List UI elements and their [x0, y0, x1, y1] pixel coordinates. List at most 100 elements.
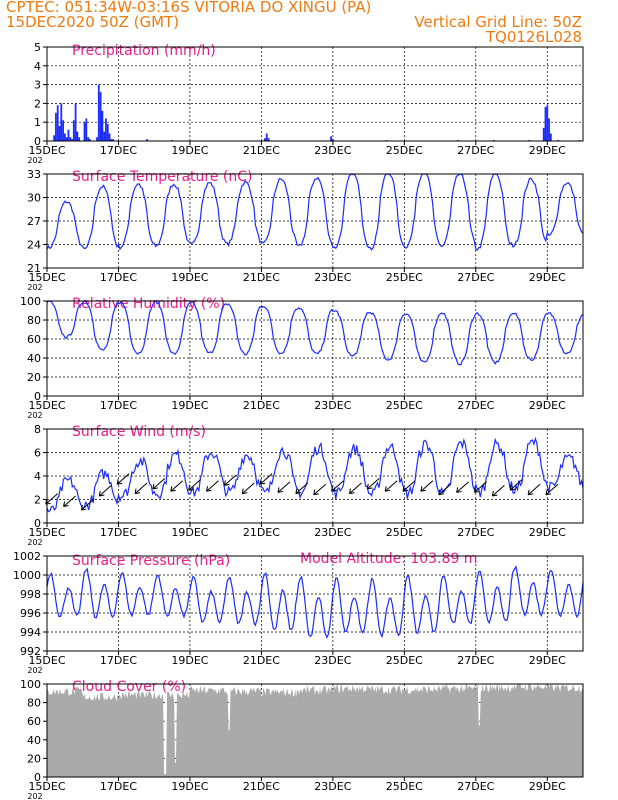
- wind-arrow-shaft: [474, 481, 487, 493]
- y-tick-label: 1: [34, 116, 41, 129]
- pressure-line: [46, 565, 584, 639]
- precip-bar: [78, 137, 81, 141]
- wind-arrow: [80, 499, 94, 511]
- x-tick-label: 25DEC: [386, 526, 423, 539]
- x-tick-label: 19DEC: [171, 399, 208, 412]
- panel-title: Surface Wind (m/s): [72, 424, 206, 440]
- wind-arrow-shaft: [188, 479, 201, 491]
- wind-arrow: [402, 480, 416, 492]
- x-tick-label: 27DEC: [457, 526, 494, 539]
- wind-arrow-shaft: [224, 474, 237, 486]
- wind-arrow: [170, 480, 184, 492]
- wind-arrow-head: [188, 484, 194, 491]
- wind-arrow-head: [152, 483, 159, 490]
- precip-bar: [544, 107, 547, 141]
- precip-bar: [112, 139, 115, 141]
- precip-bar: [264, 138, 266, 141]
- wind-arrow-head: [116, 479, 123, 485]
- wind-arrow-shaft: [81, 499, 94, 511]
- x-tick-label: 23DEC: [314, 654, 351, 667]
- precip-bar: [63, 133, 66, 141]
- wind-arrow-head: [474, 487, 480, 493]
- x-year-stub: 202: [27, 538, 42, 547]
- header-grid-line: Vertical Grid Line: 50Z: [414, 13, 582, 31]
- precip-bar: [67, 129, 70, 141]
- wind-arrow: [438, 483, 452, 496]
- precip-bar: [103, 131, 106, 141]
- x-tick-label: 25DEC: [386, 271, 423, 284]
- wind-arrow-head: [384, 486, 391, 492]
- x-tick-label: 19DEC: [171, 780, 208, 793]
- wind-arrow: [491, 485, 505, 497]
- precip-bar: [60, 103, 63, 141]
- precip-bar: [99, 92, 102, 141]
- x-tick-label: 15DEC: [28, 654, 65, 667]
- x-tick-label: 19DEC: [171, 144, 208, 157]
- wind-arrow: [134, 482, 148, 495]
- wind-arrow-shaft: [509, 479, 523, 491]
- wind-arrow: [45, 493, 59, 505]
- wind-arrow-shaft: [366, 477, 380, 490]
- y-tick-label: 992: [20, 645, 41, 658]
- precip-bar: [267, 138, 270, 141]
- wind-arrow-shaft: [331, 480, 344, 492]
- wind-arrow-head: [259, 479, 266, 485]
- wind-arrow: [259, 473, 273, 485]
- x-year-stub: 202: [27, 666, 42, 675]
- wind-arrow-shaft: [45, 493, 59, 505]
- y-tick-label: 2: [34, 97, 41, 110]
- panel-border: [46, 300, 584, 397]
- precip-bar: [76, 131, 79, 141]
- wind-speed-line: [46, 436, 584, 513]
- wind-arrow-head: [420, 486, 427, 492]
- panel-border: [46, 683, 584, 778]
- panel-border: [46, 46, 584, 142]
- precip-bar: [110, 139, 113, 141]
- precip-bar: [97, 84, 100, 141]
- panel-title: Relative Humidity (%): [72, 296, 225, 312]
- x-year-stub: 202: [27, 283, 42, 292]
- precip-bar: [106, 124, 109, 141]
- wind-arrow: [313, 483, 327, 496]
- wind-arrow: [98, 485, 112, 497]
- wind-arrow-head: [241, 488, 248, 495]
- wind-arrow-shaft: [349, 482, 362, 494]
- wind-arrow-head: [348, 488, 355, 495]
- y-tick-label: 4: [34, 470, 41, 483]
- x-tick-label: 17DEC: [100, 144, 137, 157]
- x-tick-label: 15DEC: [28, 780, 65, 793]
- x-tick-label: 25DEC: [386, 780, 423, 793]
- precip-bar: [56, 105, 59, 141]
- panel-title: Precipitation (mm/h): [72, 43, 216, 59]
- y-tick-label: 100: [20, 678, 41, 691]
- wind-arrow-head: [63, 501, 69, 508]
- wind-arrow-shaft: [277, 481, 291, 493]
- precip-bar: [542, 127, 545, 141]
- x-tick-label: 23DEC: [314, 780, 351, 793]
- y-tick-label: 30: [27, 192, 41, 205]
- wind-arrow-head: [277, 487, 284, 493]
- x-tick-label: 21DEC: [243, 271, 280, 284]
- y-tick-label: 0: [34, 135, 41, 148]
- wind-arrow-head: [295, 488, 301, 495]
- panel-title: Surface Temperature (nC): [72, 169, 253, 185]
- x-tick-label: 27DEC: [457, 654, 494, 667]
- precip-bar: [69, 137, 72, 141]
- x-tick-label: 17DEC: [100, 780, 137, 793]
- x-year-stub: 202: [27, 156, 42, 165]
- header-model-id: TQ0126L028: [485, 28, 582, 46]
- wind-arrow: [277, 481, 291, 493]
- x-tick-label: 25DEC: [386, 654, 423, 667]
- wind-arrow-shaft: [152, 477, 166, 490]
- wind-arrow: [331, 480, 344, 492]
- wind-arrow-head: [98, 490, 105, 497]
- x-tick-label: 25DEC: [386, 399, 423, 412]
- y-tick-label: 40: [27, 734, 41, 747]
- panel-2: 0 20 40 60 80 100 15DEC 17DEC 19DEC 21DEC 23DEC 25D…: [20, 295, 584, 420]
- x-tick-label: 21DEC: [243, 144, 280, 157]
- panel-title: Cloud Cover (%): [72, 679, 186, 695]
- wind-arrow: [456, 481, 469, 493]
- x-tick-label: 15DEC: [28, 399, 65, 412]
- precip-bar: [549, 133, 552, 141]
